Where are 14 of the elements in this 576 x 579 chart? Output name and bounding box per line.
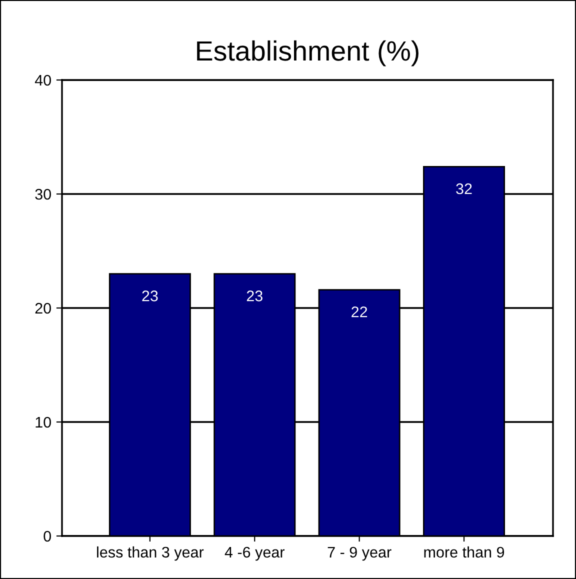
chart-title: Establishment (%)	[197, 40, 418, 66]
x-tick-label: less than 3 year	[97, 546, 204, 561]
data-label: 23	[142, 290, 158, 302]
y-tick-label: 0	[44, 530, 51, 542]
x-tick-label: more than 9	[424, 546, 504, 558]
x-tick-label: 7 - 9 year	[328, 546, 392, 561]
data-label: 32	[456, 183, 472, 194]
y-tick-label: 20	[35, 302, 51, 314]
y-tick-label: 40	[34, 74, 51, 86]
y-tick-label: 10	[36, 416, 51, 428]
data-label: 22	[352, 306, 368, 318]
x-tick-label: 4 -6 year	[224, 546, 285, 561]
y-tick-label: 30	[35, 188, 51, 200]
data-label: 23	[246, 290, 262, 302]
